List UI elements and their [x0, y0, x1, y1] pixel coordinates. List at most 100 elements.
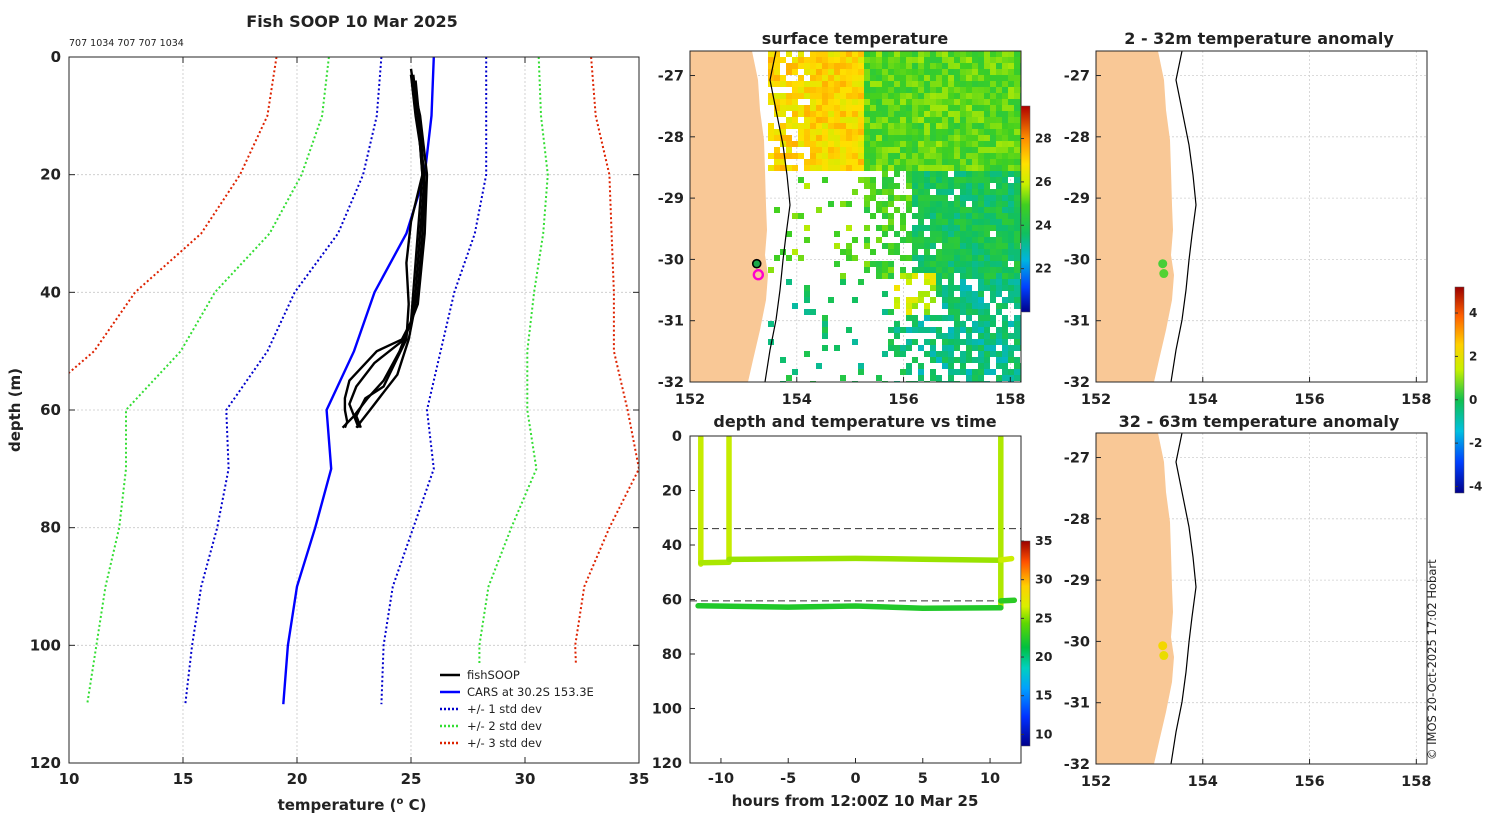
- sst-cell: [846, 141, 852, 147]
- sst-cell: [954, 117, 960, 123]
- sst-cell: [954, 321, 960, 327]
- sst-cell: [972, 309, 978, 315]
- sst-cell: [930, 63, 936, 69]
- sst-cell: [798, 105, 804, 111]
- sst-cell: [864, 75, 870, 81]
- depth-time-track-5: [998, 555, 1015, 563]
- sst-cell: [1008, 297, 1014, 303]
- sst-cell: [780, 165, 786, 171]
- sst-cell: [834, 111, 840, 117]
- sst-cell: [960, 267, 966, 273]
- sst-cell: [816, 129, 822, 135]
- sst-cell: [930, 153, 936, 159]
- sst-cell: [1014, 345, 1020, 351]
- sst-cell: [978, 333, 984, 339]
- sst-cell: [906, 231, 912, 237]
- sst-cell: [960, 69, 966, 75]
- sst-cell: [882, 51, 888, 57]
- sst-cell: [786, 99, 792, 105]
- sst-cell: [984, 327, 990, 333]
- sst-cell: [870, 129, 876, 135]
- sst-cell: [930, 81, 936, 87]
- sst-cell: [834, 231, 840, 237]
- sst-cell: [906, 171, 912, 177]
- sst-cell: [882, 243, 888, 249]
- sst-cell: [948, 123, 954, 129]
- sst-cell: [930, 171, 936, 177]
- sst-cell: [954, 225, 960, 231]
- sst-cell: [972, 303, 978, 309]
- sst-cell: [918, 57, 924, 63]
- sst-cell: [1002, 153, 1008, 159]
- sst-cell: [882, 69, 888, 75]
- sst-cell: [804, 105, 810, 111]
- sst-cell: [768, 153, 774, 159]
- sst-cell: [966, 111, 972, 117]
- sst-cell: [798, 111, 804, 117]
- sst-cell: [912, 177, 918, 183]
- sst-cell: [930, 159, 936, 165]
- sst-cell: [1008, 81, 1014, 87]
- sst-cell: [960, 147, 966, 153]
- sst-cell: [954, 255, 960, 261]
- sst-cell: [864, 93, 870, 99]
- sst-cell: [852, 255, 858, 261]
- sst-cell: [864, 117, 870, 123]
- sst-cell: [780, 105, 786, 111]
- sst-cell: [822, 51, 828, 57]
- sst-cell: [960, 225, 966, 231]
- depth-time-track-3: [726, 555, 1004, 564]
- sst-cell: [834, 99, 840, 105]
- profile-y-tick-label: 40: [40, 283, 61, 301]
- sst-cell: [876, 93, 882, 99]
- sst-cell: [990, 255, 996, 261]
- sst-cell: [870, 51, 876, 57]
- sst-cell: [936, 333, 942, 339]
- sst-cell: [978, 81, 984, 87]
- sst-cell: [996, 273, 1002, 279]
- sst-cell: [894, 321, 900, 327]
- sst-cell: [906, 153, 912, 159]
- sst-cell: [972, 195, 978, 201]
- sst-cell: [960, 195, 966, 201]
- sst-cell: [834, 105, 840, 111]
- sst-cell: [936, 249, 942, 255]
- depth-time-x-tick-label: 0: [850, 771, 860, 787]
- sst-cell: [978, 51, 984, 57]
- sst-cell: [960, 297, 966, 303]
- anomaly-2-32-title: 2 - 32m temperature anomaly: [1124, 29, 1394, 48]
- sst-cell: [870, 99, 876, 105]
- sst-cell: [1002, 375, 1008, 381]
- sst-cell: [954, 285, 960, 291]
- sst-cell: [996, 327, 1002, 333]
- sst-cell: [894, 93, 900, 99]
- sst-cell: [966, 231, 972, 237]
- sst-cell: [852, 111, 858, 117]
- sst-cell: [828, 87, 834, 93]
- sst-cell: [876, 129, 882, 135]
- sst-cell: [942, 51, 948, 57]
- sst-cell: [846, 243, 852, 249]
- sst-cell: [858, 105, 864, 111]
- anomaly-colorbar-label: 4: [1469, 306, 1477, 320]
- sst-cell: [822, 165, 828, 171]
- sst-cell: [966, 285, 972, 291]
- sst-cell: [972, 99, 978, 105]
- sst-cell: [954, 81, 960, 87]
- sst-cell: [972, 321, 978, 327]
- sst-cell: [936, 255, 942, 261]
- sst-cell: [840, 93, 846, 99]
- sst-cell: [978, 237, 984, 243]
- sst-cell: [942, 213, 948, 219]
- sst-cell: [912, 69, 918, 75]
- sst-cell: [888, 243, 894, 249]
- sst-cell: [984, 51, 990, 57]
- sst-cell: [990, 315, 996, 321]
- sst-cell: [1014, 255, 1020, 261]
- sst-cell: [804, 309, 810, 315]
- sst-cell: [894, 165, 900, 171]
- sst-cell: [786, 279, 792, 285]
- sst-cell: [984, 231, 990, 237]
- sst-cell: [948, 291, 954, 297]
- sst-cell: [828, 147, 834, 153]
